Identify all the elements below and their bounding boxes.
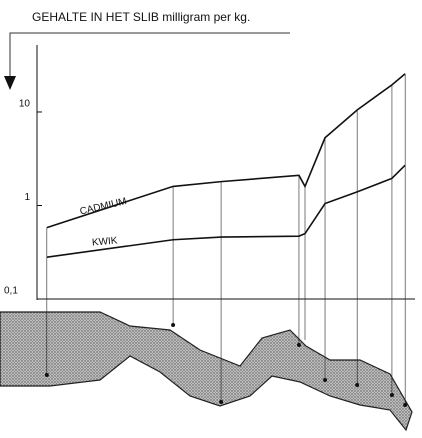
station-dot <box>403 403 408 407</box>
y-tick-label: 10 <box>19 99 31 110</box>
arrow-head <box>4 76 16 90</box>
series-line <box>46 164 406 258</box>
station-dot <box>389 393 394 397</box>
station-dot <box>355 383 360 387</box>
chart-title: GEHALTE IN HET SLIB milligram per kg. <box>32 10 250 24</box>
y-tick-label: 0,1 <box>4 286 18 297</box>
arrow <box>9 32 290 80</box>
station-dot <box>44 373 49 377</box>
y-tick-label: 1 <box>24 192 30 203</box>
river-map <box>0 311 413 432</box>
station-dot <box>171 323 176 327</box>
station-dot <box>296 343 301 347</box>
series-label: CADMIUM <box>79 196 128 217</box>
station-dot <box>219 400 224 404</box>
station-dot <box>323 378 328 382</box>
series-label: KWIK <box>92 235 119 248</box>
series-line <box>46 73 406 229</box>
